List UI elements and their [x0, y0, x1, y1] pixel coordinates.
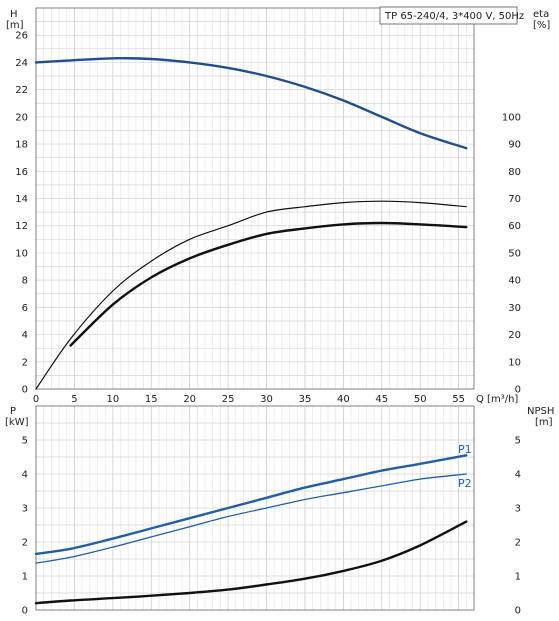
top-right-tick-label: 10: [508, 357, 521, 368]
top-left-tick-label: 10: [15, 248, 28, 259]
x-tick-label: 20: [183, 394, 196, 405]
bottom-left-tick-label: 3: [22, 504, 28, 515]
bottom-left-axis-name: P: [10, 406, 16, 417]
x-tick-label: 40: [337, 394, 350, 405]
top-series-line-1: [35, 200, 467, 390]
top-left-tick-label: 12: [15, 221, 28, 232]
chart-title: TP 65-240/4, 3*400 V, 50Hz: [384, 11, 524, 22]
bottom-right-tick-label: 4: [515, 470, 521, 481]
top-plot-frame: [35, 7, 475, 390]
bottom-plot-ticks: 0 1 2 3 4 5 0 1 2 3 4 5: [22, 436, 521, 617]
top-left-tick-label: 18: [15, 140, 28, 151]
top-left-tick-label: 26: [15, 31, 28, 42]
top-left-tick-label: 14: [15, 194, 28, 205]
top-right-tick-label: 100: [502, 112, 521, 123]
bottom-left-tick-label: 0: [22, 606, 28, 617]
x-tick-label: 10: [106, 394, 119, 405]
bottom-right-axis-name: NPSH: [527, 406, 554, 417]
x-tick-label: 5: [71, 394, 77, 405]
top-right-tick-label: 40: [508, 276, 521, 287]
top-right-tick-label: 70: [508, 194, 521, 205]
top-left-tick-label: 4: [22, 330, 28, 341]
bottom-right-tick-label: 5: [515, 436, 521, 447]
top-left-tick-label: 0: [22, 385, 28, 396]
x-tick-label: 30: [260, 394, 273, 405]
top-left-tick-label: 24: [15, 58, 28, 69]
top-right-tick-label: 50: [508, 248, 521, 259]
bottom-series-line-2: [34, 520, 468, 605]
bottom-left-axis-unit: [kW]: [5, 417, 29, 428]
top-left-tick-label: 2: [22, 357, 28, 368]
top-plot-grid: [35, 7, 475, 390]
bottom-left-tick-label: 1: [22, 572, 28, 583]
top-right-tick-label: 30: [508, 303, 521, 314]
bottom-right-axis-unit: [m]: [535, 417, 553, 428]
top-series-line-2: [69, 221, 468, 347]
x-tick-label: 0: [33, 394, 39, 405]
bottom-left-tick-label: 5: [22, 436, 28, 447]
top-left-tick-label: 22: [15, 85, 28, 96]
top-right-tick-label: 90: [508, 140, 521, 151]
bottom-series-line-0: [34, 454, 468, 556]
x-tick-label: 45: [375, 394, 388, 405]
top-left-tick-label: 6: [22, 303, 28, 314]
top-right-tick-label: 20: [508, 330, 521, 341]
x-tick-label: 25: [222, 394, 235, 405]
top-right-tick-label: 60: [508, 221, 521, 232]
x-tick-label: 15: [145, 394, 158, 405]
x-axis-label: Q [m³/h]: [476, 394, 518, 405]
series-label-p1: P1: [458, 443, 472, 456]
top-left-axis-unit: [m]: [6, 20, 24, 31]
top-left-axis-name: H: [10, 9, 18, 20]
top-left-tick-label: 16: [15, 167, 28, 178]
top-right-axis-unit: [%]: [533, 20, 550, 31]
top-plot-ticks: 0246810121416182022242601020304050607080…: [15, 31, 521, 405]
x-tick-label: 35: [299, 394, 312, 405]
bottom-right-tick-label: 0: [515, 606, 521, 617]
top-plot-series: [34, 57, 468, 390]
x-tick-label: 50: [414, 394, 427, 405]
top-left-tick-label: 8: [22, 276, 28, 287]
bottom-right-tick-label: 2: [515, 538, 521, 549]
bottom-plot-grid: [35, 405, 475, 611]
bottom-right-tick-label: 3: [515, 504, 521, 515]
bottom-right-tick-label: 1: [515, 572, 521, 583]
bottom-plot-frame: [35, 405, 475, 611]
top-right-tick-label: 80: [508, 167, 521, 178]
top-left-tick-label: 20: [15, 112, 28, 123]
top-right-tick-label: 0: [515, 385, 521, 396]
bottom-left-tick-label: 2: [22, 538, 28, 549]
top-series-line-0: [34, 57, 468, 150]
bottom-plot-series: [34, 454, 468, 605]
series-label-p2: P2: [458, 477, 472, 490]
title-box: [379, 6, 518, 25]
bottom-left-tick-label: 4: [22, 470, 28, 481]
x-tick-label: 55: [452, 394, 465, 405]
top-right-axis-name: eta: [533, 9, 549, 20]
bottom-series-line-1: [35, 473, 467, 564]
